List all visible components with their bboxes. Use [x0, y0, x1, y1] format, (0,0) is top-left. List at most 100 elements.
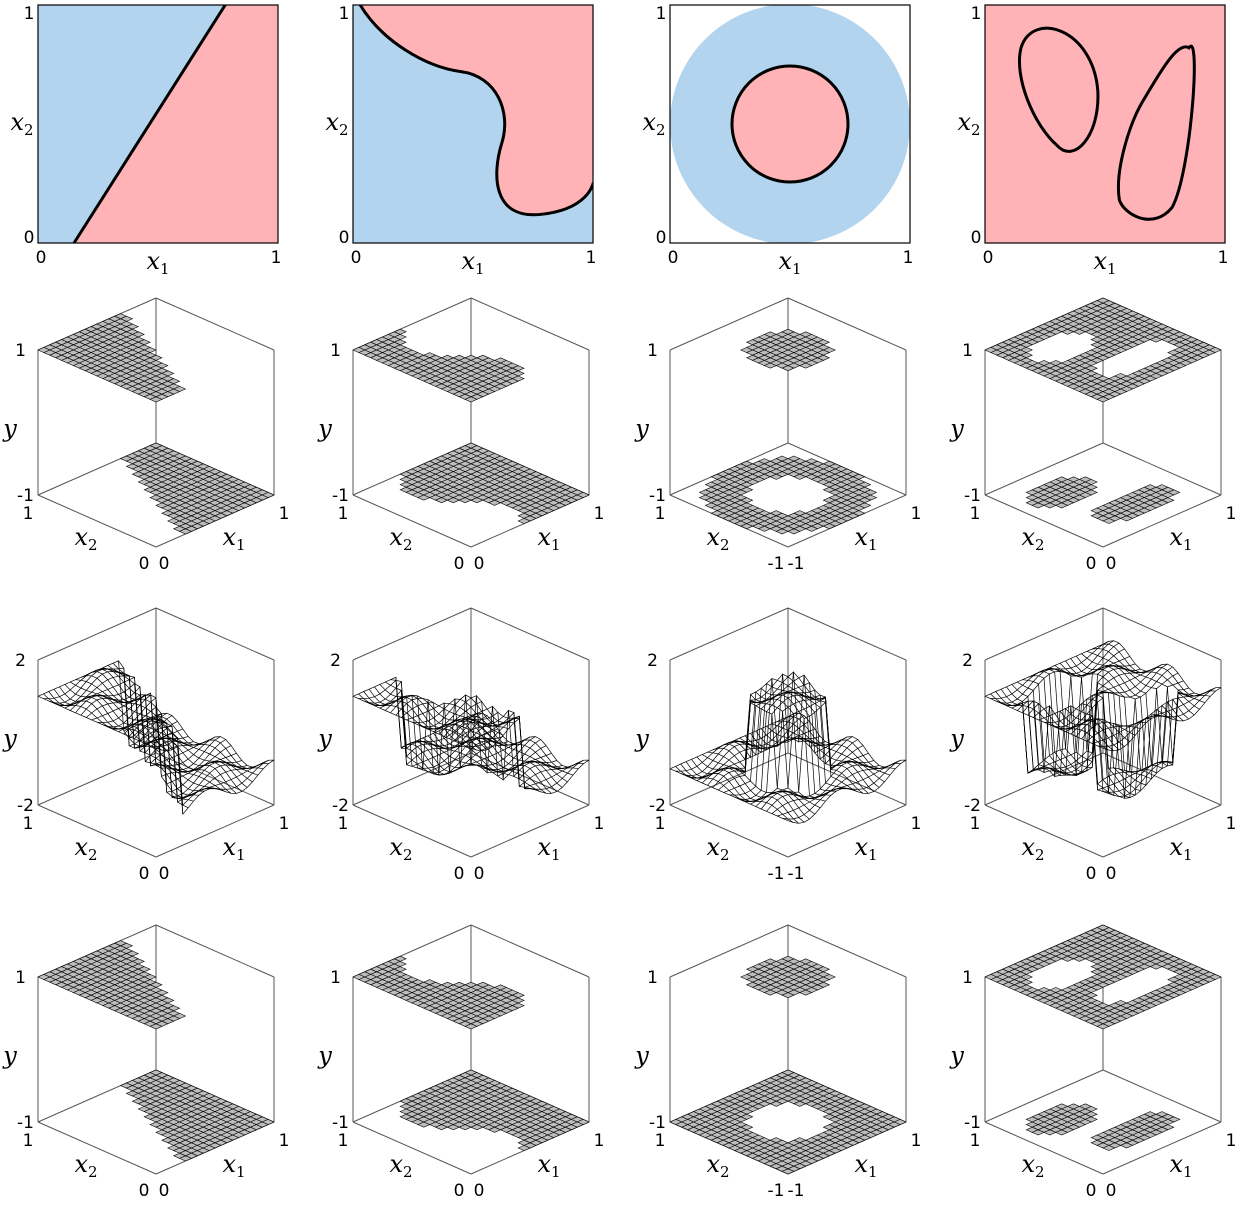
y-tick-1: 1 [656, 4, 667, 24]
z-tick-bottom: -1 [332, 1113, 349, 1133]
x1-axis-label: x1 [854, 1150, 877, 1181]
surface-high [352, 328, 525, 403]
x-tick-0: 0 [983, 248, 994, 268]
z-tick-top: 1 [962, 341, 973, 361]
z-tick-bottom: -2 [17, 796, 34, 816]
decision-boundary [730, 64, 850, 184]
y-axis-label: x2 [325, 108, 348, 139]
edge [37, 607, 157, 661]
x-tick-0: 0 [351, 248, 362, 268]
edge [787, 607, 907, 661]
wire-line [374, 686, 493, 747]
edge [37, 804, 157, 858]
wire-line [696, 756, 816, 815]
surface-cell [1031, 1129, 1045, 1136]
x1-tick-near: -1 [788, 1181, 805, 1201]
edge [669, 607, 789, 661]
wire-line [1054, 666, 1173, 773]
edge [1102, 494, 1222, 548]
surface-low [669, 1069, 907, 1175]
surface-cell [517, 518, 531, 524]
edge [352, 494, 472, 548]
edge [155, 297, 275, 351]
surface-cell [1031, 502, 1045, 509]
surface-cell [775, 528, 789, 535]
surface-low [698, 455, 878, 535]
y-axis-label: x2 [10, 108, 33, 139]
wire-line [669, 768, 789, 822]
y-axis-label: y [949, 1042, 964, 1070]
wire-line [134, 721, 253, 799]
x1-axis-label: x1 [1169, 833, 1192, 864]
wire-line [128, 728, 248, 788]
z-tick-top: 1 [15, 341, 26, 361]
wire-line [777, 720, 896, 770]
edge [470, 924, 590, 978]
x1-tick-far: 1 [1226, 504, 1237, 524]
x1-tick-far: 1 [1226, 814, 1237, 834]
wire-line [1043, 668, 1163, 792]
edge [984, 1121, 1104, 1175]
z-tick-bottom: -2 [332, 796, 349, 816]
surface-low [119, 442, 275, 535]
x1-tick-far: 1 [594, 504, 605, 524]
x-tick-1: 1 [586, 248, 597, 268]
region-blue-1 [1018, 26, 1100, 153]
surface-cell [781, 1168, 795, 1175]
x1-axis-label: x1 [537, 523, 560, 554]
decision-boundary [358, 5, 593, 217]
y-axis-label: y [317, 1042, 332, 1070]
surface-cell [1072, 955, 1087, 962]
z-tick-top: 1 [647, 341, 658, 361]
y-tick-1: 1 [971, 4, 982, 24]
x1-tick-near: 0 [159, 554, 170, 574]
y-axis-label: y [2, 1042, 17, 1070]
wire-line [91, 669, 210, 796]
edge [352, 752, 472, 806]
x2-tick-near: 0 [139, 864, 150, 884]
surface-cell [178, 528, 193, 535]
x2-tick-far: 1 [23, 504, 34, 524]
y-axis-label: y [949, 725, 964, 753]
panel-3d-r3-c4: 2 -2 y 1 0 0 1 x2 x1 [949, 607, 1237, 884]
edge [1102, 1121, 1222, 1175]
edge [984, 1069, 1104, 1123]
x-tick-1: 1 [1218, 248, 1229, 268]
x2-tick-far: 1 [970, 1131, 981, 1151]
surface-cell [464, 396, 478, 403]
x2-tick-far: 1 [655, 504, 666, 524]
wire-line [1081, 692, 1200, 799]
wire-line [1017, 681, 1136, 794]
edge [984, 607, 1104, 661]
z-tick-bottom: -1 [17, 1113, 34, 1133]
wire-line [107, 697, 226, 772]
x2-tick-far: 1 [970, 814, 981, 834]
x1-tick-far: 1 [1226, 1131, 1237, 1151]
surface-high [37, 313, 187, 403]
surface-cell [804, 525, 819, 532]
x-axis-label: x1 [778, 247, 801, 278]
edge [1102, 1069, 1222, 1123]
edge [1102, 804, 1222, 858]
edge [37, 1121, 157, 1175]
x1-tick-far: 1 [594, 1131, 605, 1151]
surface-high [740, 328, 836, 372]
surface-cell [740, 523, 754, 530]
x1-tick-far: 1 [911, 814, 922, 834]
surface-cell [1096, 1023, 1110, 1030]
inner-disk [732, 66, 848, 182]
edge [787, 752, 907, 806]
edge [352, 1121, 472, 1175]
z-tick-bottom: -1 [17, 486, 34, 506]
region-blue-2 [1117, 44, 1196, 221]
x1-tick-near: 0 [159, 1181, 170, 1201]
panel-2d-2: 1 00 1 x2 x1 [325, 4, 596, 278]
z-tick-bottom: -1 [649, 486, 666, 506]
edge [470, 804, 590, 858]
y-axis-label: y [2, 415, 17, 443]
x2-tick-near: 0 [1086, 864, 1097, 884]
wire-line [470, 717, 590, 794]
